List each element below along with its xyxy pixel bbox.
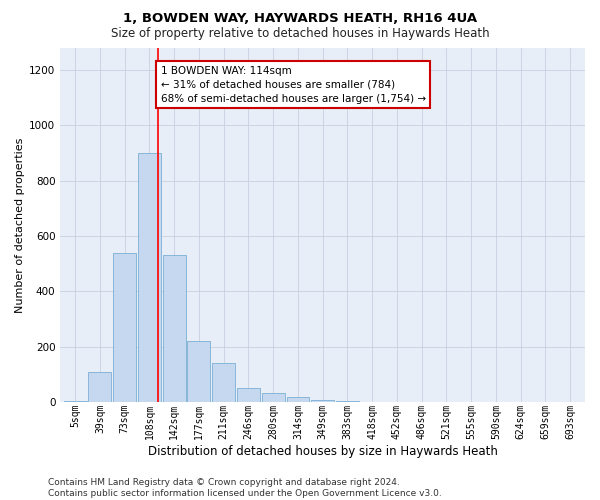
X-axis label: Distribution of detached houses by size in Haywards Heath: Distribution of detached houses by size … — [148, 444, 497, 458]
Text: 1, BOWDEN WAY, HAYWARDS HEATH, RH16 4UA: 1, BOWDEN WAY, HAYWARDS HEATH, RH16 4UA — [123, 12, 477, 26]
Bar — [212, 364, 235, 403]
Text: Contains HM Land Registry data © Crown copyright and database right 2024.
Contai: Contains HM Land Registry data © Crown c… — [48, 478, 442, 498]
Bar — [262, 394, 284, 402]
Bar — [138, 153, 161, 402]
Bar — [64, 401, 86, 402]
Text: 1 BOWDEN WAY: 114sqm
← 31% of detached houses are smaller (784)
68% of semi-deta: 1 BOWDEN WAY: 114sqm ← 31% of detached h… — [161, 66, 425, 104]
Y-axis label: Number of detached properties: Number of detached properties — [15, 137, 25, 312]
Bar — [336, 401, 359, 402]
Bar — [187, 342, 210, 402]
Bar — [287, 397, 309, 402]
Text: Size of property relative to detached houses in Haywards Heath: Size of property relative to detached ho… — [110, 28, 490, 40]
Bar — [237, 388, 260, 402]
Bar — [113, 252, 136, 402]
Bar — [311, 400, 334, 402]
Bar — [88, 372, 111, 402]
Bar — [163, 256, 185, 402]
